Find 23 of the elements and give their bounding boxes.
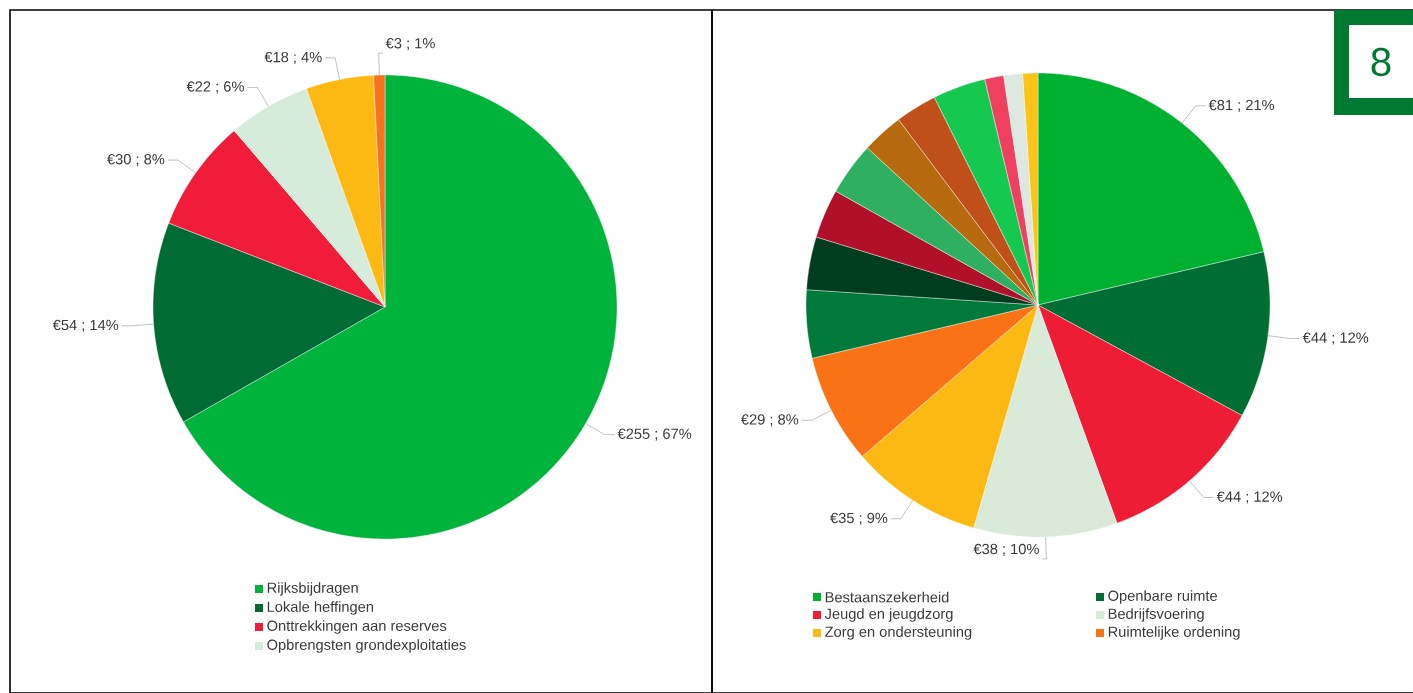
data-label: €35 ; 9% bbox=[830, 512, 888, 525]
legend-label: Opbrengsten grondexploitaties bbox=[267, 639, 466, 653]
data-label: €54 ; 14% bbox=[52, 319, 119, 332]
legend-label: Bedrijfsvoering bbox=[1108, 608, 1204, 622]
legend-label: Bestaanszekerheid bbox=[825, 591, 949, 603]
data-label: €44 ; 12% bbox=[1302, 332, 1369, 345]
data-label: €29 ; 8% bbox=[740, 414, 799, 427]
data-label: €30 ; 8% bbox=[107, 154, 165, 167]
data-label: €38 ; 10% bbox=[973, 543, 1039, 556]
text: 8 bbox=[1371, 47, 1391, 77]
data-label: €81 ; 21% bbox=[1208, 99, 1275, 112]
data-label: €18 ; 4% bbox=[264, 51, 322, 65]
legend-label: Ruimtelijke ordening bbox=[1108, 626, 1240, 640]
data-label: €255 ; 67% bbox=[617, 428, 692, 441]
data-label: €44 ; 12% bbox=[1216, 491, 1283, 504]
data-label: €22 ; 6% bbox=[186, 81, 244, 94]
legend-label: Lokale heffingen bbox=[267, 601, 373, 615]
legend-label: Jeugd en jeugdzorg bbox=[824, 608, 953, 622]
legend-label: Onttrekkingen aan reserves bbox=[267, 620, 447, 634]
legend-label: Rijksbijdragen bbox=[267, 582, 358, 596]
legend-label: Openbare ruimte bbox=[1108, 590, 1217, 604]
legend-label: Zorg en ondersteuning bbox=[825, 626, 972, 640]
data-label: €3 ; 1% bbox=[385, 38, 435, 51]
